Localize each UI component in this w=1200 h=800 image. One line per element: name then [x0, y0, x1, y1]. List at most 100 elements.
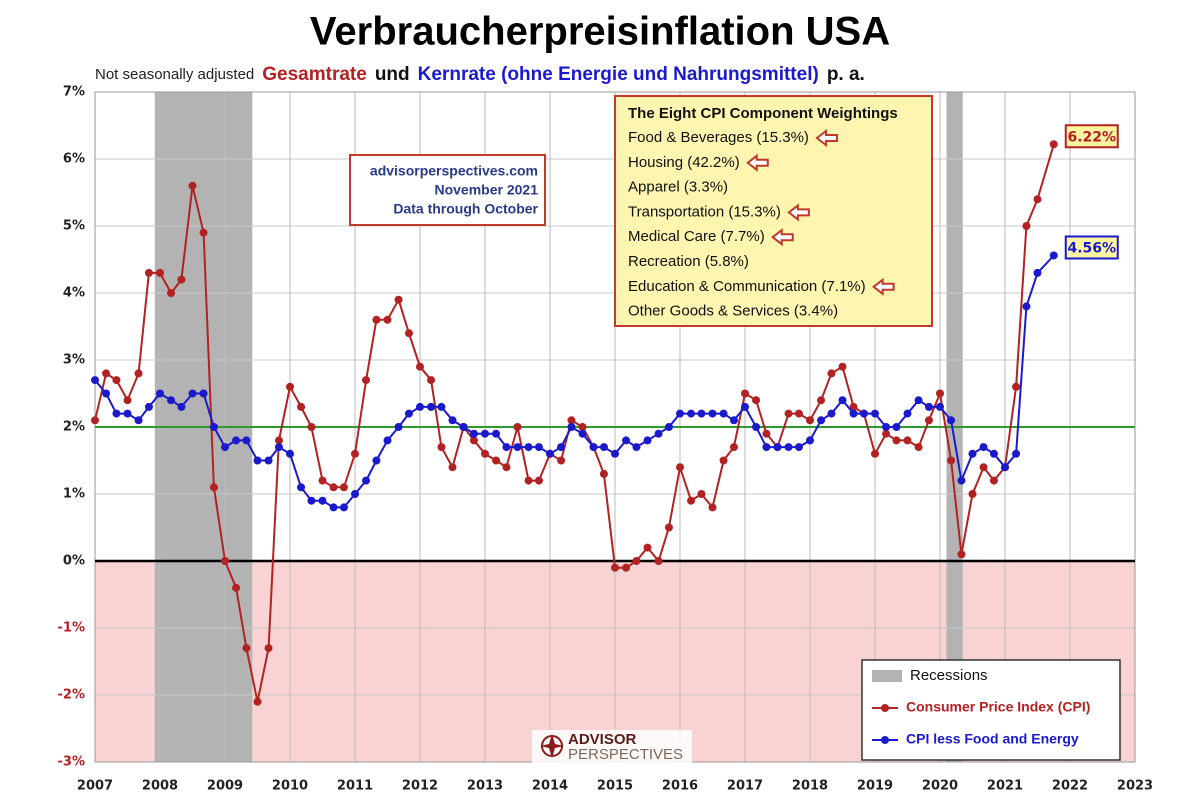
series-marker	[654, 429, 663, 438]
series-marker	[307, 423, 316, 431]
legend-swatch	[872, 670, 902, 682]
series-marker	[232, 436, 241, 445]
series-marker	[752, 396, 761, 405]
series-marker	[719, 456, 728, 465]
series-marker	[513, 443, 522, 452]
series-marker	[1049, 251, 1058, 260]
source-text: November 2021	[434, 182, 538, 198]
subtitle-part: Kernrate (ohne Energie und Nahrungsmitte…	[418, 64, 819, 85]
series-marker	[372, 456, 381, 465]
series-marker	[351, 449, 359, 458]
series-marker	[1022, 302, 1031, 311]
series-marker	[567, 416, 576, 425]
series-marker	[557, 456, 566, 465]
weightings-title: The Eight CPI Component Weightings	[628, 105, 898, 122]
series-marker	[112, 376, 121, 385]
series-marker	[784, 409, 793, 418]
series-marker	[502, 443, 511, 452]
series-marker	[622, 436, 631, 445]
series-marker	[102, 389, 111, 398]
series-marker	[979, 463, 988, 472]
weighting-arrow	[746, 153, 769, 172]
series-marker	[903, 409, 912, 418]
series-marker	[492, 429, 501, 438]
series-marker	[947, 456, 956, 465]
series-marker	[578, 429, 587, 438]
series-marker	[729, 443, 738, 452]
series-marker	[318, 496, 327, 505]
series-marker	[351, 490, 359, 498]
series-marker	[968, 449, 977, 458]
series-marker	[167, 396, 176, 405]
series-marker	[362, 376, 371, 385]
series-marker	[599, 469, 608, 478]
source-text: Data through October	[393, 201, 538, 217]
series-marker	[729, 416, 738, 425]
series-marker	[664, 523, 673, 532]
series-marker	[481, 449, 489, 458]
series-marker	[1001, 463, 1009, 472]
series-marker	[339, 483, 348, 492]
series-marker	[274, 443, 283, 452]
series-marker	[859, 409, 868, 418]
series-marker	[882, 429, 891, 438]
series-marker	[188, 181, 197, 190]
series-marker	[968, 490, 977, 498]
y-tick-label: 5%	[63, 219, 85, 234]
x-tick-label: 2014	[532, 779, 568, 794]
y-tick-label: -3%	[58, 755, 85, 770]
series-marker	[448, 463, 457, 472]
series-marker	[383, 315, 392, 324]
series-marker	[752, 423, 761, 431]
series-marker	[697, 409, 706, 418]
series-marker	[459, 423, 468, 431]
series-marker	[664, 423, 673, 431]
series-marker	[524, 476, 533, 485]
x-tick-label: 2012	[402, 779, 438, 794]
series-marker	[242, 436, 251, 445]
logo-star	[540, 734, 564, 758]
series-marker	[892, 423, 901, 431]
legend-box	[861, 659, 1121, 761]
legend-label: Recessions	[910, 667, 988, 684]
series-marker	[762, 429, 771, 438]
series-marker	[849, 402, 858, 411]
series-marker	[784, 443, 793, 452]
end-label: 4.56%	[1067, 240, 1116, 256]
series-marker	[794, 409, 803, 418]
series-marker	[394, 423, 403, 431]
y-tick-label: 1%	[63, 487, 85, 502]
x-tick-label: 2016	[662, 779, 698, 794]
series-marker	[91, 416, 99, 425]
y-tick-label: 0%	[63, 554, 85, 569]
series-marker	[719, 409, 728, 418]
series-marker	[589, 443, 598, 452]
series-marker	[286, 382, 294, 391]
series-marker	[957, 550, 966, 559]
series-marker	[123, 396, 132, 405]
series-marker	[838, 396, 847, 405]
x-tick-label: 2022	[1052, 779, 1088, 794]
legend-label: Consumer Price Index (CPI)	[906, 699, 1090, 715]
x-tick-label: 2019	[857, 779, 893, 794]
series-marker	[871, 409, 879, 418]
series-marker	[427, 376, 436, 385]
series-marker	[871, 449, 879, 458]
series-marker	[1049, 140, 1058, 149]
series-marker	[372, 315, 381, 324]
series-marker	[177, 275, 186, 284]
series-marker	[297, 402, 306, 411]
series-marker	[806, 416, 814, 425]
series-marker	[611, 449, 619, 458]
series-marker	[924, 416, 933, 425]
series-marker	[817, 416, 826, 425]
series-marker	[1012, 449, 1021, 458]
series-marker	[156, 389, 164, 398]
series-marker	[232, 583, 241, 592]
series-marker	[112, 409, 121, 418]
series-marker	[1022, 222, 1031, 230]
series-marker	[611, 563, 619, 572]
y-tick-label: 3%	[63, 353, 85, 368]
series-marker	[534, 443, 543, 452]
